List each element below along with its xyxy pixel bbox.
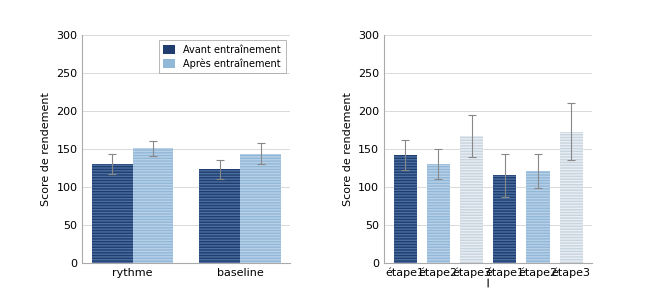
Bar	[493, 176, 517, 263]
Bar	[240, 153, 281, 263]
Bar	[393, 155, 417, 263]
Bar	[559, 132, 583, 263]
Bar	[526, 171, 549, 263]
Bar	[460, 136, 483, 263]
Bar	[91, 164, 132, 263]
Bar	[132, 148, 174, 263]
Y-axis label: Score de rendement: Score de rendement	[41, 92, 51, 206]
Legend: Avant entraînement, Après entraînement: Avant entraînement, Après entraînement	[159, 40, 286, 73]
Bar	[427, 164, 450, 263]
Y-axis label: Score de rendement: Score de rendement	[343, 92, 353, 206]
Bar	[199, 169, 240, 263]
